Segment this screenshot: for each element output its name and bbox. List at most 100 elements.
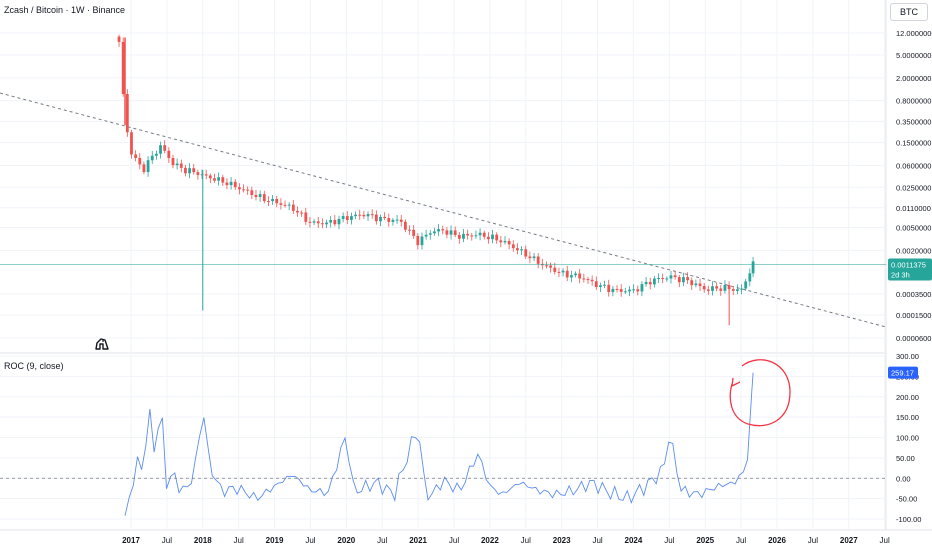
time-axis-label: Jul [880,536,890,545]
candle-body [408,229,411,231]
candle-body [350,216,353,220]
candle-body [673,275,677,278]
candle-body [403,221,407,230]
candle-body [694,283,698,286]
candle-body [217,177,221,181]
candle-body [682,277,685,283]
candle-body [590,279,594,282]
roc-axis-label: 150.00 [896,413,919,422]
candle-body [246,189,250,191]
candle-body [516,248,519,251]
price-axis-label: 0.3500000 [896,117,931,126]
roc-axis-label: 100.00 [896,434,919,443]
time-axis-label: 2017 [122,536,140,545]
candle-body [304,212,308,222]
candle-body [204,174,208,176]
candle-body [275,198,279,204]
candle-body [478,232,482,236]
candle-body [287,204,291,206]
time-axis-label: 2019 [266,536,284,545]
candle-body [619,289,623,292]
candle-body [652,278,656,285]
candle-body [412,229,416,236]
roc-axis-label: -50.00 [896,495,917,504]
candle-body [358,214,362,216]
candle-body [677,277,681,283]
candle-body [751,261,755,274]
candle-body [603,284,606,286]
price-axis-label: 0.0000600 [896,334,931,343]
time-axis-label: Jul [449,536,459,545]
time-axis-label: 2020 [337,536,355,545]
time-axis-label: Jul [234,536,244,545]
candle-body [370,214,374,216]
candle-body [623,291,627,293]
time-axis-label: 2018 [194,536,212,545]
tradingview-logo-icon[interactable] [94,336,110,357]
candle-body [221,177,225,183]
candle-body [511,244,515,249]
time-axis-label: 2023 [553,536,571,545]
candle-body [528,256,532,259]
roc-indicator-title[interactable]: ROC (9, close) [4,361,64,371]
candle-body [296,210,299,213]
candle-body [125,94,129,133]
time-axis-label: 2025 [696,536,714,545]
symbol-title[interactable]: Zcash / Bitcoin · 1W · Binance [4,5,126,15]
axes: 12.0000000 5.0000000 2.0000000 0.8000000 0.3… [122,29,932,545]
candle-body [391,219,395,222]
candle-body [399,219,403,222]
time-axis-label: Jul [377,536,387,545]
candle-body [690,280,694,286]
candle-body [117,36,121,42]
candle-body [179,163,183,168]
candle-body [341,216,345,219]
candle-body [312,221,316,223]
candle-body [611,288,615,293]
candle-body [171,158,175,166]
candle-body [536,256,540,264]
candle-body [229,181,233,186]
candle-body [316,221,320,224]
candle-body [337,218,341,225]
candle-body [258,194,262,197]
time-axis-label: 2022 [481,536,499,545]
candle-body [698,283,702,287]
currency-badge[interactable]: BTC [890,3,928,21]
candle-body [237,187,241,190]
candle-body [441,229,445,231]
price-axis-label: 0.0250000 [896,183,931,192]
candle-body [188,168,191,174]
candle-body [428,233,432,235]
candle-body [433,231,436,234]
candle-body [565,270,569,278]
candle-body [557,271,561,273]
candle-body [138,157,142,165]
time-axis-label: 2021 [409,536,427,545]
candle-body [524,249,528,257]
candle-body [715,286,719,289]
candle-body [549,265,553,268]
candle-body [466,233,470,236]
annotation-arrowhead [731,377,741,388]
price-axis-label: 2.0000000 [896,74,931,83]
candle-body [748,273,752,282]
candle-body [242,189,245,191]
candle-body [495,234,499,241]
candle-body [283,204,287,206]
candle-body [486,236,490,240]
candle-body [561,270,565,273]
time-axis-label: Jul [736,536,746,545]
candle-body [184,167,187,174]
candle-body [706,289,710,291]
time-axis-label: Jul [808,536,818,545]
roc-value-badge [888,366,918,379]
candle-body [320,223,324,225]
trendline [0,92,887,328]
candle-body [192,168,196,173]
candle-body [615,288,619,290]
roc-axis-label: 300.00 [896,352,919,361]
candle-body [366,214,370,217]
